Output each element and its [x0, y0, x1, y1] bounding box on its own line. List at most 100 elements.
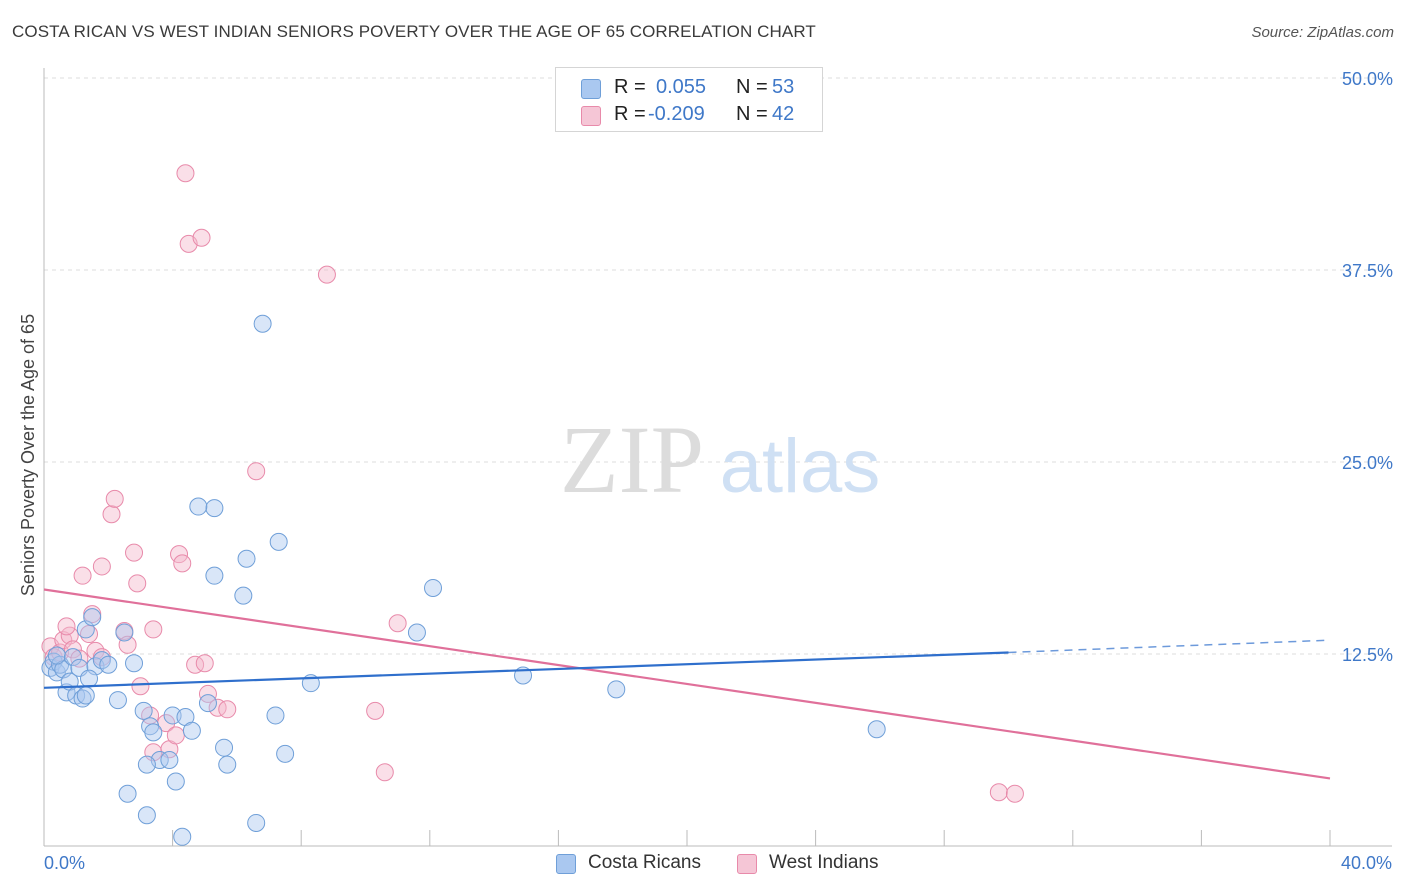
- costa-ricans-point: [407, 623, 426, 642]
- west-indians-point: [166, 726, 185, 745]
- west-indians-point: [366, 701, 385, 720]
- costa-ricans-point: [108, 691, 127, 710]
- west-indians-point: [195, 654, 214, 673]
- watermark-atlas: atlas: [720, 424, 881, 509]
- costa-ricans-point: [607, 680, 626, 699]
- costa-ricans-point: [118, 784, 137, 803]
- y-tick-label: 12.5%: [1342, 645, 1393, 665]
- west-indians-point: [176, 164, 195, 183]
- r-value: -0.209: [648, 103, 705, 125]
- costa-ricans-point: [125, 654, 144, 673]
- costa-ricans-point: [205, 566, 224, 585]
- west-indians-point: [1005, 784, 1024, 803]
- costa-ricans-point: [160, 750, 179, 769]
- stats-legend: R = 0.055 N = 53 R = -0.209 N = 42: [555, 67, 823, 132]
- west-indians-point: [218, 700, 237, 719]
- trend-lines: [43, 588, 1331, 780]
- legend-label: West Indians: [769, 852, 879, 873]
- costa-ricans-point: [198, 694, 217, 713]
- y-tick-label: 25.0%: [1342, 453, 1393, 473]
- y-tick-label: 50.0%: [1342, 69, 1393, 89]
- costa-ricans-point: [76, 686, 95, 705]
- costa-ricans-point: [163, 706, 182, 725]
- costa-ricans-point: [137, 806, 156, 825]
- costa-ricans-point: [134, 701, 153, 720]
- west-indians-point: [186, 655, 205, 674]
- costa-ricans-point: [99, 655, 118, 674]
- costa-ricans-point: [137, 755, 156, 774]
- west-indians-point: [128, 574, 147, 593]
- west-indians-point: [102, 505, 121, 524]
- costa-ricans-trend-extension: [1008, 639, 1331, 654]
- west-indians-point: [63, 640, 82, 659]
- west-indians-point: [44, 648, 63, 667]
- r-label: R =: [614, 76, 646, 98]
- costa-ricans-point: [80, 669, 99, 688]
- west-indians-points: [41, 164, 1024, 803]
- west-indians-point: [317, 265, 336, 284]
- west-indians-point: [105, 489, 124, 508]
- costa-ricans-point: [247, 813, 266, 832]
- x-tick-label: 40.0%: [1341, 853, 1392, 873]
- watermark: ZIP atlas: [560, 406, 880, 513]
- west-indians-point: [375, 763, 394, 782]
- y-tick-label: 37.5%: [1342, 261, 1393, 281]
- axes: [43, 68, 1392, 847]
- n-value: 53: [772, 76, 795, 98]
- costa-ricans-point: [73, 689, 92, 708]
- watermark-zip: ZIP: [560, 406, 704, 513]
- west-indians-point: [173, 554, 192, 573]
- costa-ricans-point: [144, 723, 163, 742]
- costa-ricans-point: [83, 608, 102, 627]
- costa-ricans-point: [63, 648, 82, 667]
- costa-ricans-points: [41, 314, 886, 846]
- blue-swatch: [556, 854, 576, 874]
- costa-ricans-point: [266, 706, 285, 725]
- west-indians-trend-line: [43, 588, 1331, 780]
- west-indians-point: [54, 631, 73, 650]
- n-value: 42: [772, 103, 795, 125]
- r-label: R =: [614, 103, 646, 125]
- costa-ricans-point: [189, 497, 208, 516]
- west-indians-point: [989, 783, 1008, 802]
- tick-labels: 12.5% 25.0% 37.5% 50.0% 0.0% 40.0%: [44, 69, 1393, 873]
- costa-ricans-point: [115, 623, 134, 642]
- costa-ricans-point: [237, 549, 256, 568]
- costa-ricans-point: [218, 755, 237, 774]
- costa-ricans-point: [92, 651, 111, 670]
- west-indians-point: [247, 462, 266, 481]
- costa-ricans-point: [867, 720, 886, 739]
- west-indians-point: [198, 684, 217, 703]
- pink-swatch: [581, 106, 601, 126]
- costa-ricans-point: [166, 772, 185, 791]
- costa-ricans-point: [47, 646, 66, 665]
- costa-ricans-point: [173, 827, 192, 846]
- costa-ricans-point: [424, 578, 443, 597]
- x-tick-label: 0.0%: [44, 853, 85, 873]
- costa-ricans-point: [215, 738, 234, 757]
- west-indians-point: [125, 543, 144, 562]
- costa-ricans-point: [253, 314, 272, 333]
- y-axis-label: Seniors Poverty Over the Age of 65: [18, 314, 38, 596]
- west-indians-point: [92, 557, 111, 576]
- legend-label: Costa Ricans: [588, 852, 701, 873]
- pink-swatch: [737, 854, 757, 874]
- n-label: N =: [736, 76, 768, 98]
- west-indians-point: [144, 620, 163, 639]
- costa-ricans-point: [269, 532, 288, 551]
- n-label: N =: [736, 103, 768, 125]
- costa-ricans-trend-line: [43, 651, 1009, 689]
- west-indians-point: [57, 617, 76, 636]
- costa-ricans-point: [276, 744, 295, 763]
- west-indians-point: [388, 614, 407, 633]
- west-indians-point: [70, 649, 89, 668]
- west-indians-point: [192, 228, 211, 247]
- blue-swatch: [581, 79, 601, 99]
- costa-ricans-point: [182, 721, 201, 740]
- source-label: Source: ZipAtlas.com: [1251, 24, 1394, 41]
- costa-ricans-point: [205, 499, 224, 518]
- west-indians-point: [73, 566, 92, 585]
- west-indians-point: [208, 698, 227, 717]
- costa-ricans-point: [234, 586, 253, 605]
